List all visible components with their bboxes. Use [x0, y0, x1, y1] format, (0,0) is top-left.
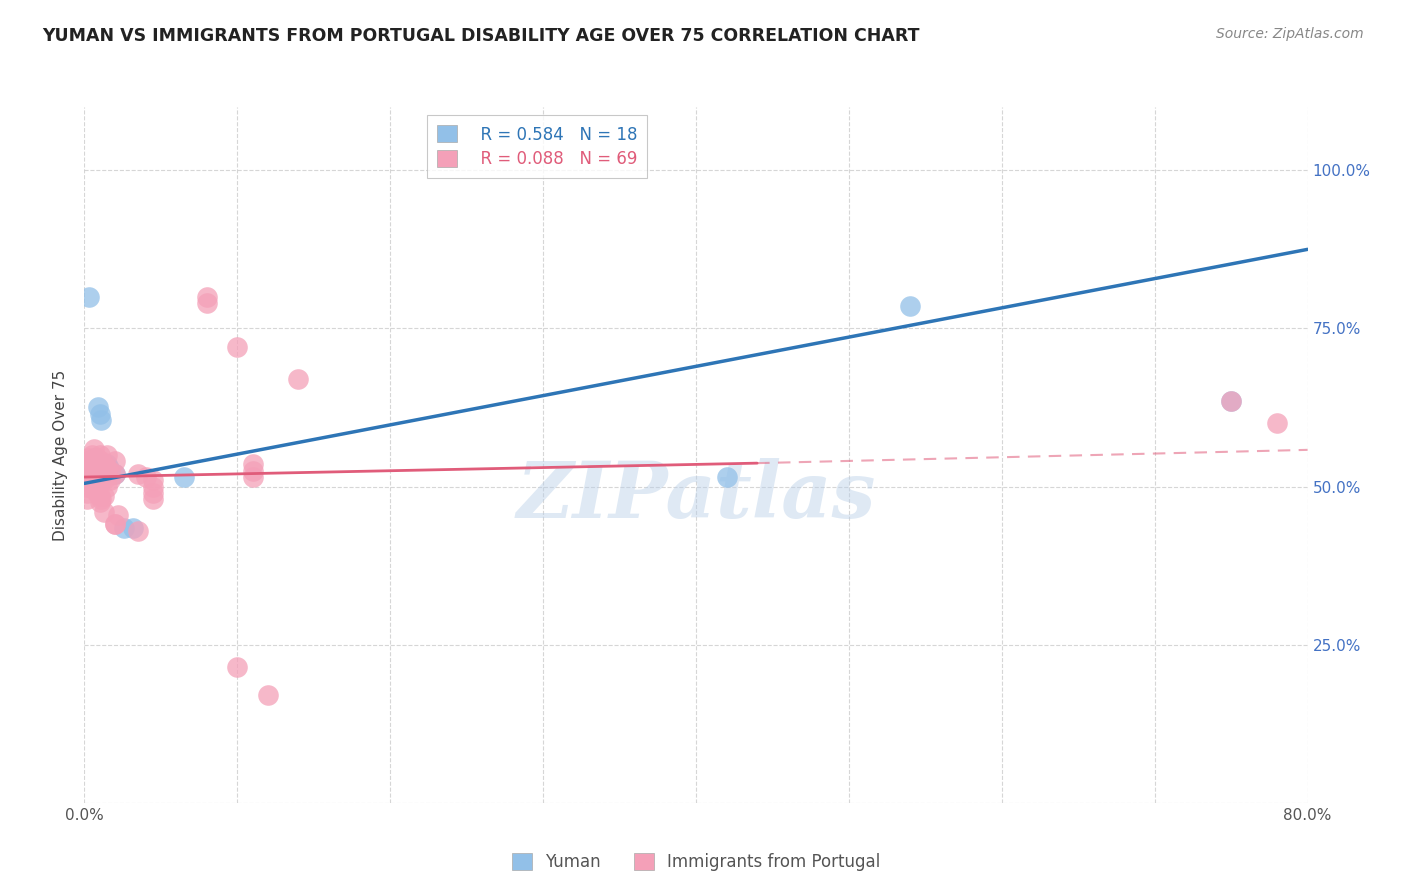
Point — [90, 473, 112, 487]
Point — [80, 470, 103, 484]
Point — [142, 473, 165, 487]
Point — [76, 492, 98, 507]
Point — [93, 458, 115, 472]
Point — [173, 470, 195, 484]
Point — [89, 476, 111, 491]
Point — [76, 473, 98, 487]
Point — [77, 458, 100, 472]
Point — [77, 464, 100, 478]
Point — [96, 448, 118, 462]
Text: YUMAN VS IMMIGRANTS FROM PORTUGAL DISABILITY AGE OVER 75 CORRELATION CHART: YUMAN VS IMMIGRANTS FROM PORTUGAL DISABI… — [42, 27, 920, 45]
Y-axis label: Disability Age Over 75: Disability Age Over 75 — [53, 369, 69, 541]
Legend: Yuman, Immigrants from Portugal: Yuman, Immigrants from Portugal — [505, 847, 887, 878]
Point — [86, 473, 108, 487]
Point — [89, 489, 111, 503]
Point — [84, 454, 107, 468]
Point — [104, 467, 127, 481]
Point — [226, 660, 249, 674]
Point — [76, 454, 98, 468]
Point — [80, 460, 103, 475]
Point — [87, 467, 110, 481]
Point — [80, 448, 103, 462]
Point — [1220, 394, 1243, 409]
Point — [80, 460, 103, 475]
Point — [84, 483, 107, 497]
Point — [96, 458, 118, 472]
Point — [1220, 394, 1243, 409]
Point — [90, 454, 112, 468]
Point — [104, 517, 127, 532]
Point — [142, 486, 165, 500]
Point — [98, 464, 121, 478]
Point — [83, 464, 105, 478]
Point — [83, 473, 105, 487]
Point — [122, 521, 145, 535]
Point — [104, 517, 127, 532]
Point — [93, 505, 115, 519]
Point — [86, 451, 108, 466]
Point — [87, 401, 110, 415]
Point — [90, 413, 112, 427]
Point — [86, 467, 108, 481]
Point — [135, 470, 157, 484]
Point — [77, 290, 100, 304]
Point — [79, 454, 101, 468]
Point — [287, 372, 309, 386]
Point — [96, 460, 118, 475]
Point — [76, 467, 98, 481]
Point — [96, 479, 118, 493]
Point — [86, 486, 108, 500]
Point — [87, 454, 110, 468]
Text: ZIPatlas: ZIPatlas — [516, 458, 876, 535]
Point — [257, 688, 280, 702]
Point — [195, 290, 218, 304]
Point — [96, 470, 118, 484]
Point — [242, 458, 264, 472]
Point — [127, 524, 149, 538]
Point — [98, 473, 121, 487]
Point — [76, 486, 98, 500]
Point — [716, 470, 738, 484]
Point — [226, 340, 249, 354]
Point — [86, 464, 108, 478]
Point — [898, 299, 921, 313]
Point — [84, 458, 107, 472]
Point — [127, 467, 149, 481]
Point — [77, 451, 100, 466]
Point — [83, 451, 105, 466]
Point — [89, 467, 111, 481]
Point — [83, 442, 105, 456]
Point — [104, 454, 127, 468]
Point — [77, 473, 100, 487]
Point — [76, 460, 98, 475]
Point — [112, 521, 135, 535]
Point — [142, 492, 165, 507]
Point — [93, 458, 115, 472]
Point — [90, 492, 112, 507]
Point — [89, 407, 111, 421]
Point — [104, 467, 127, 481]
Point — [242, 464, 264, 478]
Point — [107, 508, 129, 522]
Text: Source: ZipAtlas.com: Source: ZipAtlas.com — [1216, 27, 1364, 41]
Point — [142, 479, 165, 493]
Point — [242, 470, 264, 484]
Point — [89, 448, 111, 462]
Point — [97, 460, 120, 475]
Point — [195, 296, 218, 310]
Point — [89, 454, 111, 468]
Point — [93, 489, 115, 503]
Point — [93, 470, 115, 484]
Point — [79, 467, 101, 481]
Point — [84, 473, 107, 487]
Point — [1265, 417, 1288, 431]
Point — [76, 479, 98, 493]
Point — [89, 495, 111, 509]
